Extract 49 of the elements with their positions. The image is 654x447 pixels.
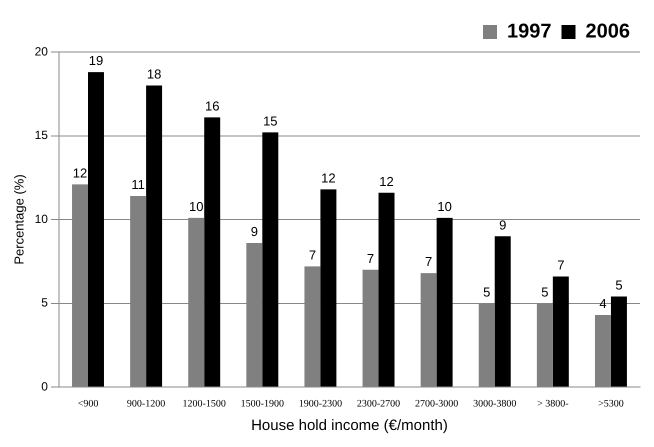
- data-label: 11: [131, 177, 145, 192]
- bar: [610, 296, 627, 386]
- bar: [320, 189, 336, 386]
- y-tick-label: 5: [41, 296, 48, 310]
- x-tick-label: 2300-2700: [356, 398, 400, 410]
- data-label: 19: [88, 53, 104, 68]
- data-label: 7: [366, 250, 374, 266]
- data-label: 7: [425, 254, 432, 270]
- y-tick-label: 10: [34, 212, 48, 226]
- data-label: 12: [321, 170, 336, 186]
- bar: [552, 276, 569, 386]
- bar: [378, 192, 395, 386]
- bar: [88, 72, 104, 386]
- x-tick-label: 1900-2300: [298, 398, 342, 410]
- x-tick-label: >5300: [598, 398, 624, 410]
- x-axis-title: House hold income (€/month): [251, 417, 448, 434]
- bar: [436, 218, 453, 386]
- data-label: 15: [263, 113, 278, 128]
- data-label: 10: [437, 198, 452, 214]
- bar: [262, 132, 278, 386]
- data-label: 7: [557, 258, 564, 273]
- data-label: 16: [204, 98, 220, 114]
- data-label: 12: [72, 165, 88, 180]
- x-tick-label: 3000-3800: [473, 398, 516, 410]
- y-tick-label: 20: [34, 44, 48, 58]
- x-tick-label: 2700-3000: [414, 398, 458, 410]
- data-label: 12: [379, 174, 394, 189]
- data-label: 9: [499, 217, 506, 232]
- data-label: 9: [250, 224, 258, 240]
- data-label: 5: [483, 284, 490, 300]
- y-tick-label: 0: [41, 379, 48, 394]
- data-label: 5: [541, 284, 548, 300]
- legend-label: 1997: [507, 20, 552, 43]
- x-tick-label: 1500-1900: [240, 398, 284, 410]
- data-label: 18: [146, 66, 162, 82]
- x-tick-label: <900: [78, 398, 98, 410]
- legend-label: 2006: [586, 20, 630, 43]
- x-tick-label: 900-1200: [126, 398, 166, 410]
- x-tick-label: > 3800-: [537, 398, 569, 410]
- data-label: 7: [308, 247, 316, 262]
- bar: [204, 117, 220, 386]
- data-label: 4: [599, 296, 607, 312]
- data-label: 5: [615, 278, 623, 293]
- bar: [494, 236, 511, 386]
- y-tick-label: 15: [34, 128, 48, 142]
- y-axis-title: Percentage (%): [11, 174, 26, 265]
- x-tick-label: 1200-1500: [182, 398, 226, 410]
- bar: [146, 86, 162, 386]
- data-label: 10: [188, 198, 204, 214]
